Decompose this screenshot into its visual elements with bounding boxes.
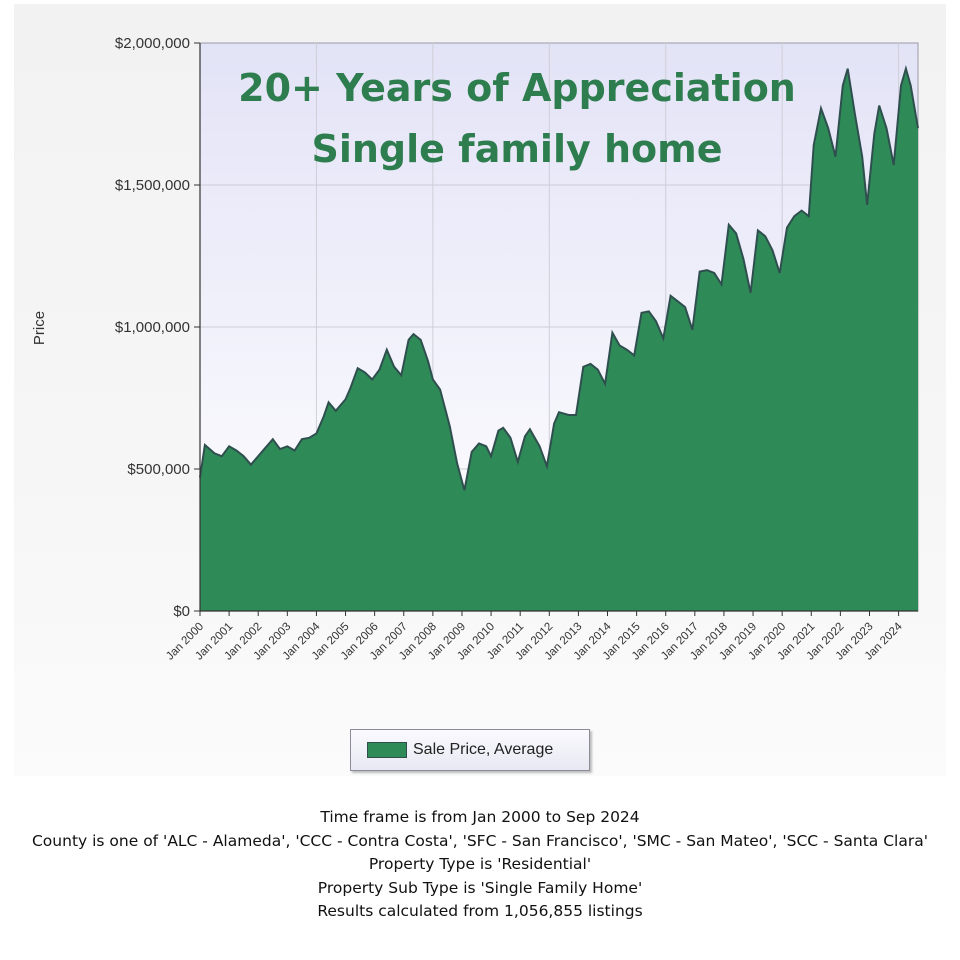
y-tick-label: $1,500,000 bbox=[115, 177, 190, 194]
series-area bbox=[200, 68, 918, 612]
price-chart: $0 $500,000 $1,000,000 $1,500,000 $2,000,000… bbox=[31, 35, 919, 663]
note-county: County is one of 'ALC - Alameda', 'CCC -… bbox=[31, 831, 928, 850]
series-line bbox=[199, 64, 919, 491]
y-tick-label: $2,000,000 bbox=[115, 35, 190, 52]
chart-title-line-1: 20+ Years of Appreciation bbox=[238, 66, 796, 110]
note-time-frame: Time frame is from Jan 2000 to Sep 2024 bbox=[320, 808, 640, 826]
y-tick-label: $1,000,000 bbox=[115, 319, 190, 336]
note-property-type: Property Type is 'Residential' bbox=[368, 855, 592, 873]
y-tick-labels: $0 $500,000 $1,000,000 $1,500,000 $2,000,000 bbox=[115, 35, 190, 620]
chart-notes: Time frame is from Jan 2000 to Sep 2024 … bbox=[0, 806, 960, 924]
y-tick-label: $0 bbox=[173, 603, 190, 620]
chart-panel: $0 $500,000 $1,000,000 $1,500,000 $2,000,000… bbox=[14, 4, 946, 776]
y-axis-label: Price bbox=[31, 311, 48, 345]
axes bbox=[194, 42, 918, 616]
legend: Sale Price, Average bbox=[350, 729, 590, 771]
legend-label: Sale Price, Average bbox=[413, 741, 554, 758]
chart-title-line-2: Single family home bbox=[311, 127, 722, 171]
legend-swatch bbox=[367, 742, 407, 758]
note-results: Results calculated from 1,056,855 listin… bbox=[317, 902, 643, 920]
y-tick-label: $500,000 bbox=[127, 461, 190, 478]
note-property-sub-type: Property Sub Type is 'Single Family Home… bbox=[317, 878, 643, 897]
